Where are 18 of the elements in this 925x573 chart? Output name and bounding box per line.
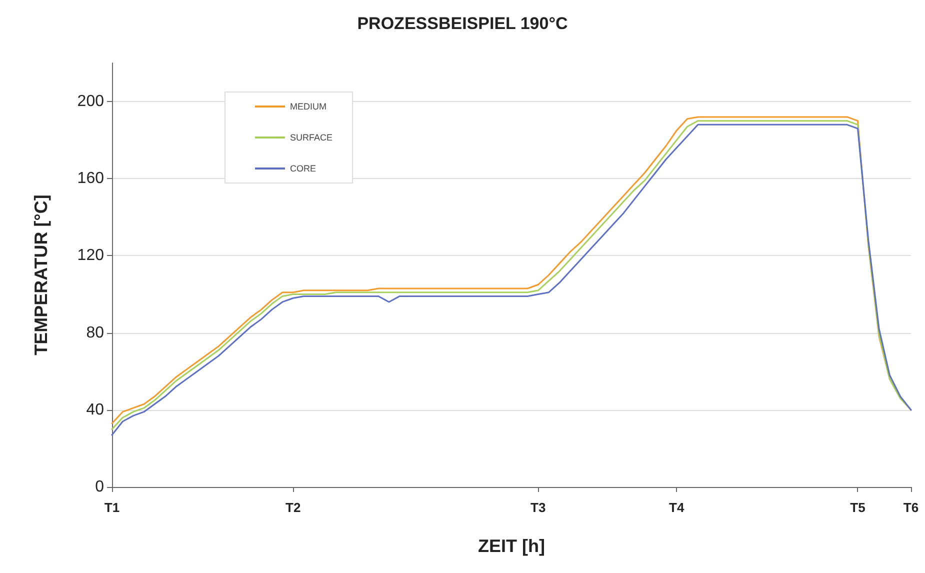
chart-title: PROZESSBEISPIEL 190°C <box>357 14 568 33</box>
y-tick-label: 0 <box>95 478 104 496</box>
legend-label: SURFACE <box>290 132 333 142</box>
x-tick-label: T1 <box>104 500 120 515</box>
legend-label: CORE <box>290 164 316 174</box>
y-tick-label: 40 <box>86 401 104 418</box>
x-tick-label: T4 <box>669 500 685 515</box>
y-tick-label: 200 <box>77 93 104 110</box>
y-axis-title: TEMPERATUR [°C] <box>31 194 51 356</box>
x-axis-title: ZEIT [h] <box>478 536 545 556</box>
x-tick-label: T6 <box>903 500 919 515</box>
y-tick-label: 80 <box>86 324 104 342</box>
x-tick-label: T5 <box>850 500 866 515</box>
legend-label: MEDIUM <box>290 102 326 112</box>
y-tick-label: 160 <box>77 170 104 188</box>
x-tick-label: T2 <box>286 500 301 515</box>
x-tick-label: T3 <box>530 500 546 515</box>
y-tick-label: 120 <box>77 247 104 264</box>
